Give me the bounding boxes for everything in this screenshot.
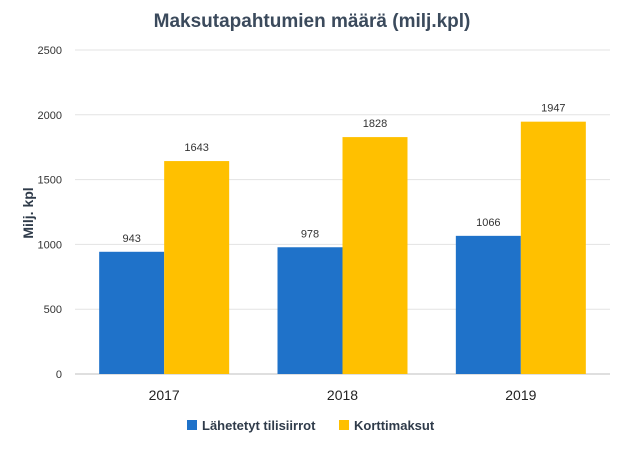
data-label: 943	[122, 233, 140, 245]
data-label: 1828	[363, 118, 387, 130]
y-axis-label: Milj. kpl	[20, 187, 36, 238]
y-tick-label: 2000	[38, 110, 62, 122]
x-tick-label: 2018	[327, 387, 358, 403]
bar-tilisiirrot-2018	[277, 247, 343, 374]
bar-tilisiirrot-2017	[99, 251, 165, 374]
y-tick-label: 1500	[38, 175, 62, 187]
data-label: 978	[301, 228, 319, 240]
data-label: 1066	[476, 217, 500, 229]
bar-korttimaksut-2017	[164, 161, 230, 374]
legend-swatch	[187, 420, 197, 430]
bar-tilisiirrot-2019	[455, 235, 521, 374]
x-tick-label: 2017	[149, 387, 180, 403]
bar-korttimaksut-2018	[342, 137, 408, 374]
y-tick-label: 1000	[38, 239, 62, 251]
legend-label: Lähetetyt tilisiirrot	[202, 418, 316, 433]
legend-swatch	[339, 420, 349, 430]
chart-title: Maksutapahtumien määrä (milj.kpl)	[154, 11, 471, 32]
data-label: 1947	[541, 103, 565, 115]
y-tick-label: 500	[44, 304, 62, 316]
data-label: 1643	[184, 142, 208, 154]
y-tick-label: 2500	[38, 45, 62, 57]
legend-label: Korttimaksut	[354, 418, 435, 433]
bar-korttimaksut-2019	[520, 121, 586, 375]
y-tick-label: 0	[56, 369, 62, 381]
x-tick-label: 2019	[505, 387, 536, 403]
